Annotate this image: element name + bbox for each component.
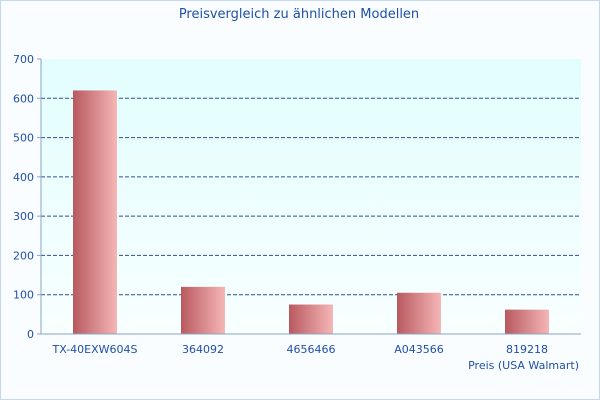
y-tick-label: 0 <box>27 328 34 341</box>
x-axis-label: Preis (USA Walmart) <box>468 359 579 372</box>
bars <box>73 90 549 334</box>
bar <box>181 286 225 334</box>
y-tick-label: 100 <box>13 289 34 302</box>
y-tick-labels: 0 100 200 300 400 500 600 700 <box>13 53 41 341</box>
y-tick-label: 400 <box>13 171 34 184</box>
x-tick-label: 364092 <box>182 343 224 356</box>
y-tick-label: 700 <box>13 53 34 66</box>
grid-lines <box>41 97 581 296</box>
bar <box>289 304 333 334</box>
x-tick-label: TX-40EXW604S <box>51 343 137 356</box>
y-tick-label: 300 <box>13 210 34 223</box>
y-tick-label: 600 <box>13 92 34 105</box>
bar <box>505 309 549 334</box>
bar <box>397 292 441 334</box>
x-tick-label: A043566 <box>394 343 444 356</box>
chart-title: Preisvergleich zu ähnlichen Modellen <box>179 7 419 22</box>
x-tick-label: 4656466 <box>287 343 336 356</box>
x-tick-labels: TX-40EXW604S 364092 4656466 A043566 819218 <box>51 343 548 356</box>
y-tick-label: 200 <box>13 249 34 262</box>
axes <box>40 59 581 335</box>
bar <box>73 90 117 334</box>
y-tick-label: 500 <box>13 132 34 145</box>
x-tick-label: 819218 <box>506 343 548 356</box>
plot-area <box>41 59 581 334</box>
